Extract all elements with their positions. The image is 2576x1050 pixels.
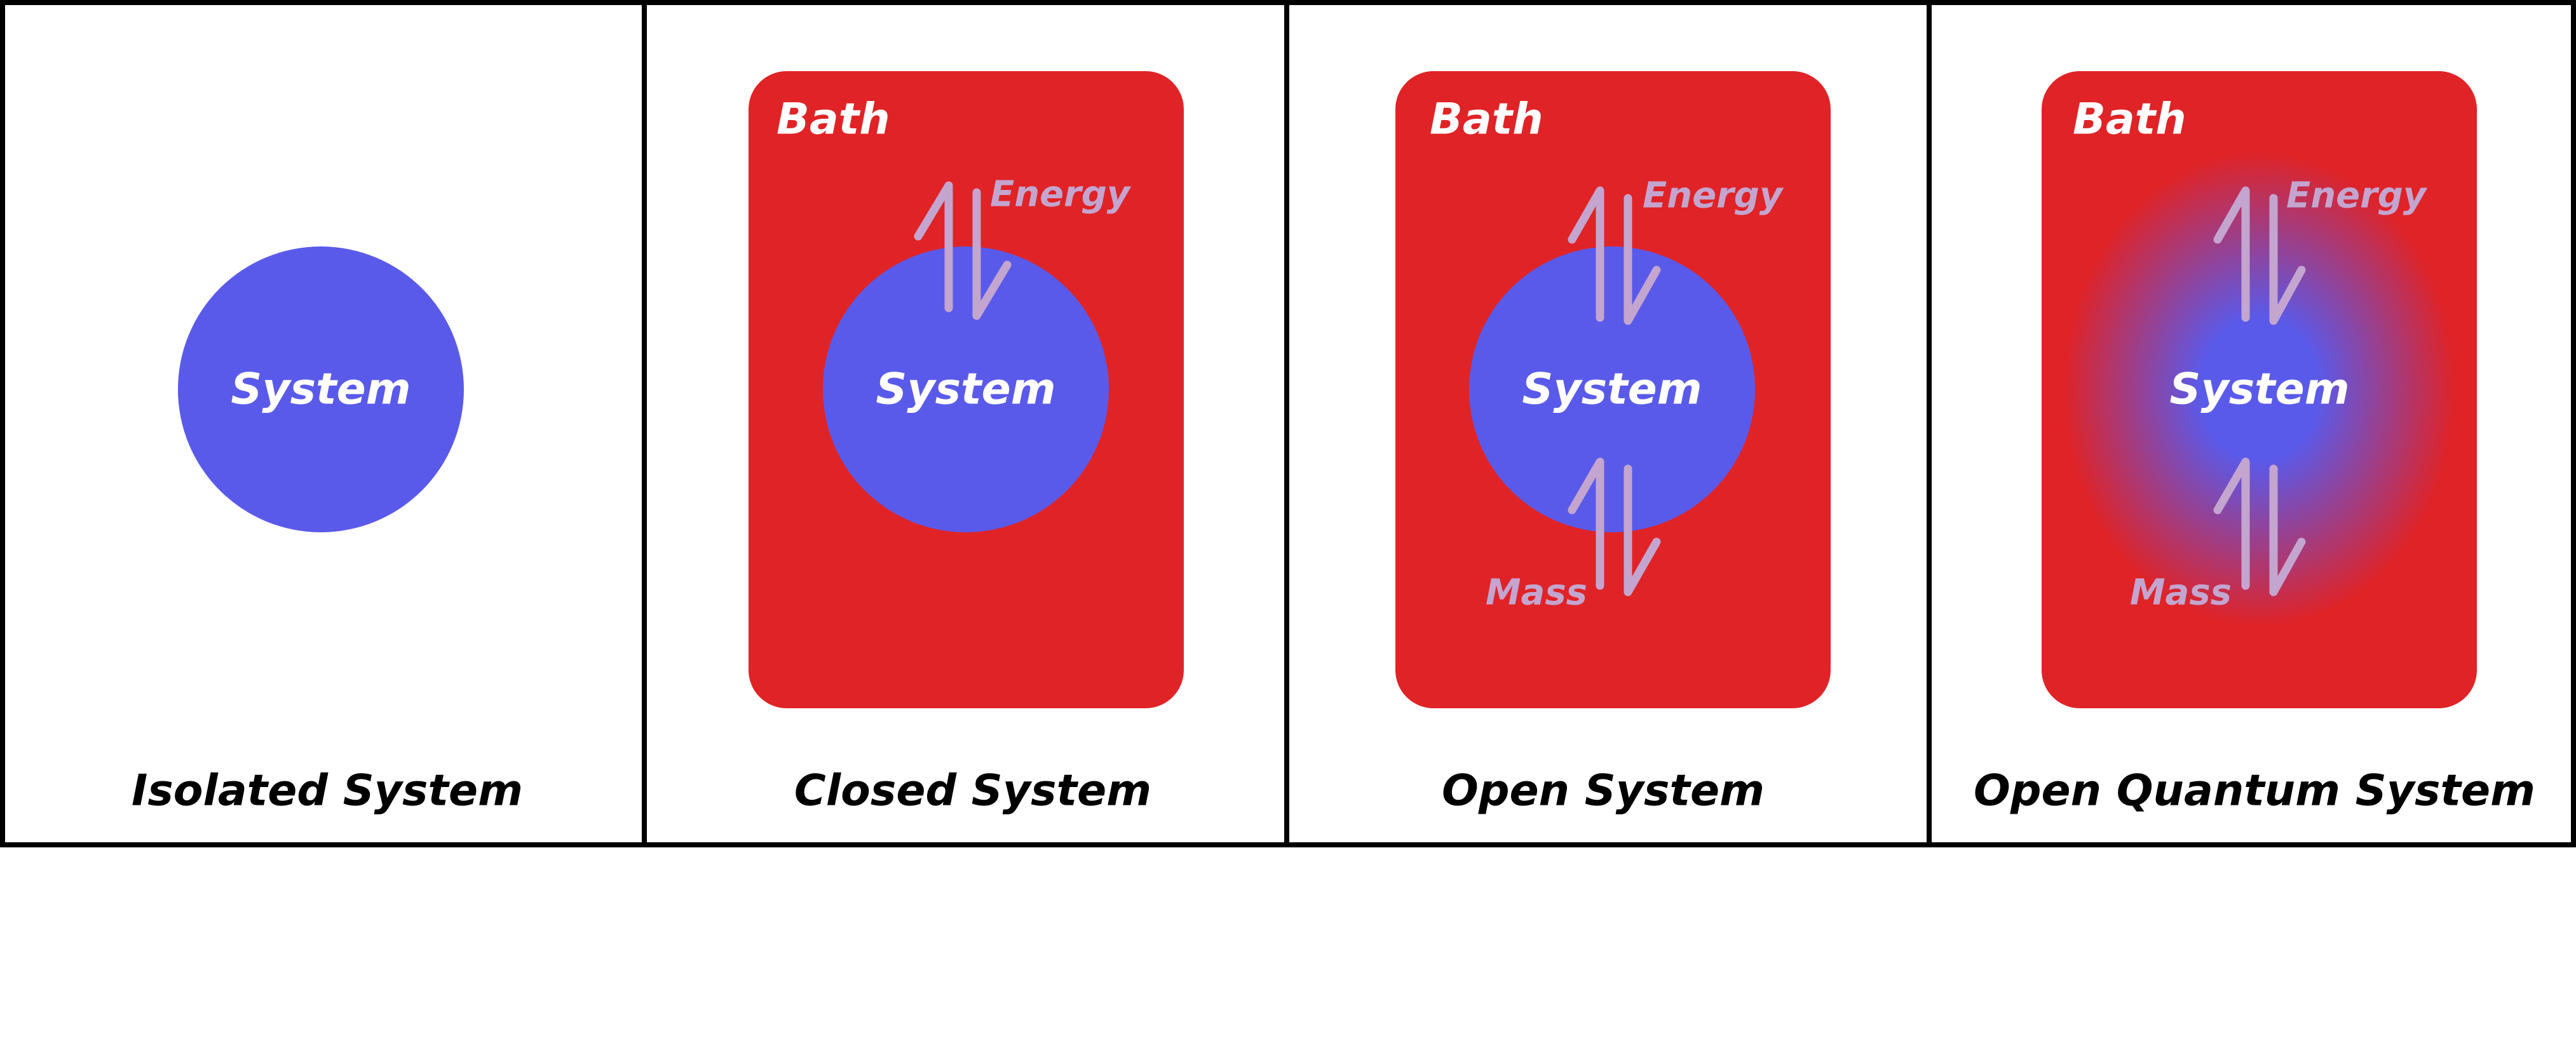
system-circle bbox=[1469, 246, 1755, 532]
system-circle bbox=[823, 246, 1109, 532]
energy-label: Energy bbox=[990, 174, 1132, 215]
exchange-arrows-icon bbox=[2213, 186, 2306, 325]
panel-isolated-system: System Isolated System bbox=[132, 246, 523, 816]
exchange-arrows-icon bbox=[2213, 457, 2306, 596]
mass-label: Mass bbox=[1486, 572, 1587, 614]
panel-open-quantum-system: Bath System Energy Mass Open Quantum Sys… bbox=[1974, 71, 2535, 816]
panel-closed-system: Bath System Energy Closed System bbox=[749, 71, 1184, 816]
system-label: System bbox=[2169, 365, 2349, 415]
mass-label: Mass bbox=[2130, 572, 2232, 614]
system-label: System bbox=[876, 365, 1055, 415]
energy-label: Energy bbox=[1643, 175, 1784, 217]
panel-open-system: Bath System Energy Mass Open System bbox=[1395, 71, 1831, 816]
panel-title: Isolated System bbox=[132, 766, 523, 816]
panel-frame bbox=[0, 0, 2576, 847]
bath-label: Bath bbox=[776, 95, 890, 145]
system-label: System bbox=[231, 365, 410, 415]
bath-label: Bath bbox=[2073, 95, 2186, 145]
system-circle bbox=[178, 246, 464, 532]
energy-label: Energy bbox=[2286, 175, 2428, 217]
bath-label: Bath bbox=[1430, 95, 1543, 145]
exchange-arrows-icon bbox=[1568, 186, 1661, 325]
panel-title: Open Quantum System bbox=[1974, 766, 2535, 816]
exchange-arrows-icon bbox=[914, 181, 1012, 320]
quantum-system-cloud bbox=[2063, 151, 2457, 628]
exchange-arrows-icon bbox=[1568, 457, 1661, 596]
panel-title: Open System bbox=[1442, 766, 1765, 816]
panel-title: Closed System bbox=[794, 766, 1151, 816]
system-label: System bbox=[1522, 365, 1702, 415]
